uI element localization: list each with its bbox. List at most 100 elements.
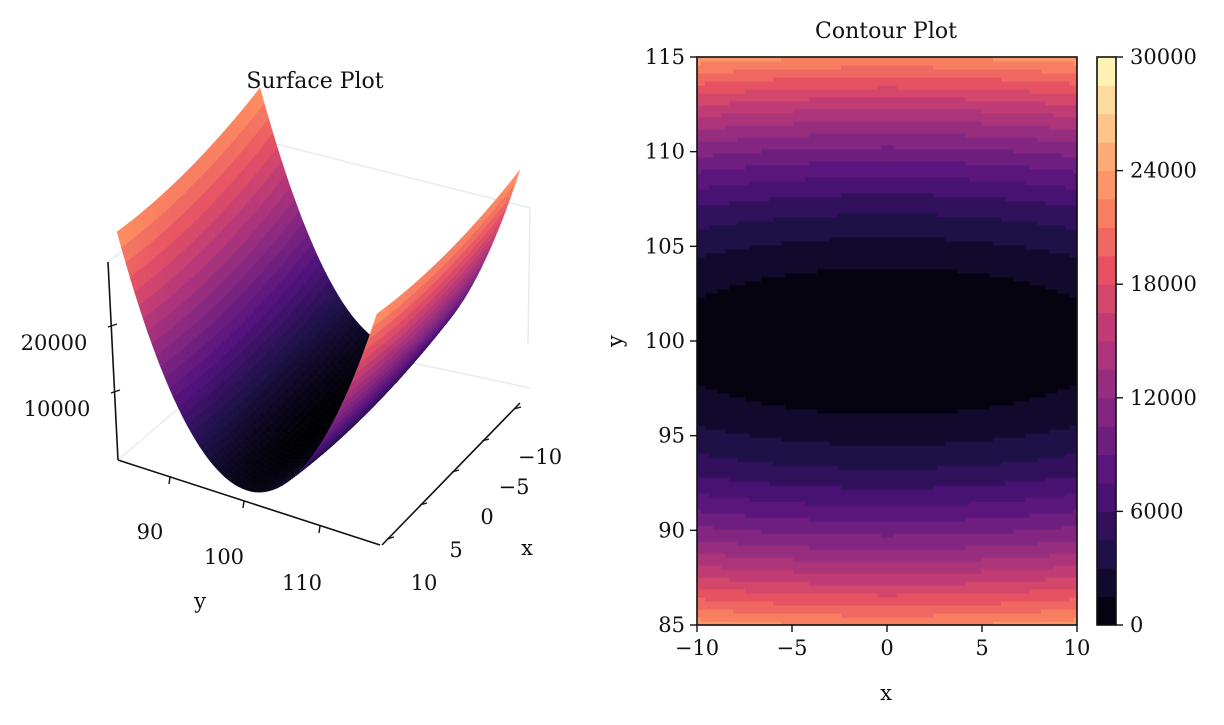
contour-cell: [745, 525, 750, 530]
contour-cell: [725, 441, 730, 446]
contour-cell: [737, 449, 742, 454]
contour-cell: [717, 477, 722, 482]
contour-cell: [741, 225, 746, 230]
contour-cell: [769, 157, 774, 162]
contour-cell: [741, 385, 746, 390]
contour-cell: [753, 225, 758, 230]
contour-cell: [757, 401, 762, 406]
contour-cell: [725, 605, 730, 610]
contour-cell: [729, 301, 734, 306]
contour-cell: [713, 305, 718, 310]
contour-cell: [745, 181, 750, 186]
contour-cell: [773, 393, 778, 398]
contour-cell: [701, 225, 706, 230]
contour-cell: [721, 261, 726, 266]
contour-cell: [753, 101, 758, 106]
contour-cell: [729, 217, 734, 222]
contour-cell: [749, 509, 754, 514]
contour-cell: [737, 233, 742, 238]
contour-cell: [753, 193, 758, 198]
contour-cell: [717, 261, 722, 266]
contour-cell: [769, 409, 774, 414]
contour-cell: [713, 369, 718, 374]
contour-cell: [753, 393, 758, 398]
contour-cell: [769, 377, 774, 382]
contour-cell: [769, 557, 774, 562]
contour-cell: [713, 397, 718, 402]
contour-cell: [761, 77, 766, 82]
contour-cell: [761, 153, 766, 158]
contour-cell: [745, 245, 750, 250]
contour-cell: [769, 205, 774, 210]
contour-cell: [741, 557, 746, 562]
contour-cell: [701, 469, 706, 474]
contour-cell: [709, 445, 714, 450]
contour-cell: [709, 73, 714, 78]
contour-cell: [717, 253, 722, 258]
contour-cell: [729, 541, 734, 546]
contour-cell: [729, 209, 734, 214]
contour-cell: [725, 109, 730, 114]
contour-cell: [765, 193, 770, 198]
contour-cell: [745, 453, 750, 458]
contour-cell: [753, 89, 758, 94]
contour-cell: [725, 117, 730, 122]
contour-cell: [761, 421, 766, 426]
contour-cell: [701, 137, 706, 142]
contour-cell: [713, 61, 718, 66]
contour-cell: [745, 585, 750, 590]
contour-cell: [745, 485, 750, 490]
contour-cell: [721, 237, 726, 242]
contour-cell: [745, 573, 750, 578]
contour-cell: [749, 257, 754, 262]
contour-cell: [705, 145, 710, 150]
contour-cell: [757, 201, 762, 206]
contour-cell: [757, 65, 762, 70]
contour-cell: [717, 181, 722, 186]
contour-cell: [753, 509, 758, 514]
contour-cell: [773, 613, 778, 618]
contour-cell: [757, 265, 762, 270]
contour-cell: [749, 297, 754, 302]
contour-cell: [721, 197, 726, 202]
contour-cell: [741, 153, 746, 158]
contour-cell: [721, 309, 726, 314]
contour-cell: [713, 149, 718, 154]
contour-cell: [737, 417, 742, 422]
contour-cell: [745, 477, 750, 482]
contour-cell: [701, 277, 706, 282]
contour-cell: [721, 365, 726, 370]
contour-cell: [741, 329, 746, 334]
contour-cell: [737, 201, 742, 206]
contour-cell: [761, 293, 766, 298]
contour-cell: [773, 517, 778, 522]
contour-cell: [757, 125, 762, 130]
contour-cell: [737, 393, 742, 398]
contour-cell: [765, 261, 770, 266]
contour-cell: [729, 237, 734, 242]
contour-cell: [721, 121, 726, 126]
contour-cell: [757, 189, 762, 194]
contour-cell: [713, 245, 718, 250]
contour-cell: [713, 469, 718, 474]
contour-cell: [705, 461, 710, 466]
contour-cell: [753, 245, 758, 250]
contour-cell: [757, 181, 762, 186]
contour-cell: [765, 301, 770, 306]
contour-cell: [713, 65, 718, 70]
contour-cell: [717, 105, 722, 110]
contour-cell: [721, 189, 726, 194]
contour-cell: [737, 141, 742, 146]
contour-cell: [765, 269, 770, 274]
contour-cell: [741, 465, 746, 470]
contour-cell: [745, 93, 750, 98]
contour-cell: [737, 109, 742, 114]
contour-cell: [749, 557, 754, 562]
contour-cell: [709, 193, 714, 198]
contour-cell: [725, 157, 730, 162]
contour-cell: [733, 337, 738, 342]
contour-cell: [725, 473, 730, 478]
contour-cell: [741, 137, 746, 142]
contour-cell: [737, 329, 742, 334]
contour-cell: [717, 373, 722, 378]
